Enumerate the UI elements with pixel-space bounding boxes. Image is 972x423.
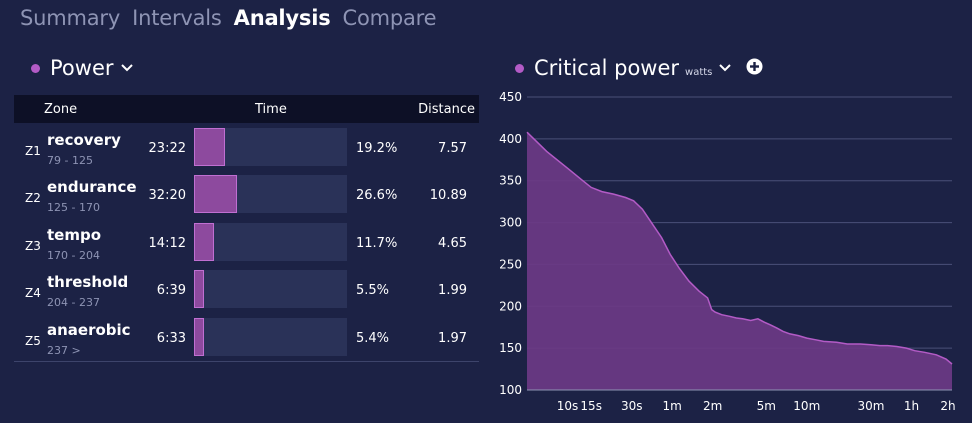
power-dropdown[interactable]: Power [31, 56, 134, 80]
zone-name: endurance [47, 178, 137, 197]
zone-bar-fill [194, 270, 204, 309]
zone-id: Z1 [25, 144, 41, 158]
table-divider [14, 361, 479, 362]
y-tick-label: 450 [499, 90, 522, 104]
zone-distance: 7.57 [438, 141, 467, 156]
critical-power-dropdown[interactable]: Critical power watts [515, 56, 732, 80]
zone-row: Z4 threshold 204 - 237 6:39 5.5% 1.99 [14, 265, 479, 312]
chevron-down-icon [719, 64, 732, 72]
zone-bar-fill [194, 222, 214, 261]
zone-range: 79 - 125 [47, 154, 93, 167]
distance-column-header: Distance [418, 101, 475, 117]
zone-bar-track [194, 270, 347, 309]
zone-name: tempo [47, 225, 102, 244]
chevron-down-icon [120, 64, 133, 72]
x-tick-label: 30s [621, 399, 643, 413]
y-tick-label: 350 [499, 174, 522, 188]
zone-row: Z5 anaerobic 237 > 6:33 5.4% 1.97 [14, 313, 479, 360]
x-tick-label: 30m [858, 399, 885, 413]
x-tick-label: 5m [757, 399, 776, 413]
zone-row: Z1 recovery 79 - 125 23:22 19.2% 7.57 [14, 123, 479, 170]
critical-power-area [527, 132, 952, 390]
x-tick-label: 1h [904, 399, 919, 413]
zone-bar-track [194, 128, 347, 166]
zone-id: Z4 [25, 286, 41, 301]
zone-name: recovery [47, 131, 121, 149]
zone-id: Z5 [25, 333, 41, 348]
y-tick-label: 250 [499, 257, 522, 271]
zone-bar-track [194, 317, 347, 356]
view-tabs: Summary Intervals Analysis Compare [20, 6, 448, 30]
y-tick-label: 300 [499, 216, 522, 230]
zone-range: 170 - 204 [47, 248, 100, 262]
zone-range: 204 - 237 [47, 296, 100, 310]
zone-column-header: Zone [44, 101, 78, 117]
zone-time: 6:39 [156, 283, 186, 299]
zone-name: anaerobic [47, 320, 131, 339]
x-tick-label: 2m [703, 399, 722, 413]
y-tick-label: 400 [499, 132, 522, 146]
zone-percent: 19.2% [356, 141, 398, 156]
y-tick-label: 200 [499, 299, 522, 313]
x-tick-label: 10s [557, 399, 579, 413]
tab-analysis[interactable]: Analysis [233, 6, 331, 30]
y-tick-label: 150 [499, 341, 522, 355]
zone-percent: 5.5% [356, 283, 390, 299]
y-tick-label: 100 [499, 383, 522, 397]
zone-percent: 11.7% [356, 235, 398, 251]
tab-compare[interactable]: Compare [342, 6, 437, 30]
zone-percent: 5.4% [356, 330, 390, 346]
zone-name: threshold [47, 273, 129, 292]
zone-distance: 10.89 [429, 188, 467, 204]
x-tick-label: 2h [940, 399, 955, 413]
power-zone-table: Zone Time Distance Z1 recovery 79 - 125 23:… [14, 95, 479, 362]
time-column-header: Time [255, 101, 287, 117]
zone-distance: 1.97 [438, 330, 467, 346]
zone-distance: 1.99 [438, 283, 467, 299]
zone-time: 6:33 [156, 330, 186, 346]
table-header: Zone Time Distance [14, 95, 479, 123]
zone-time: 23:22 [148, 141, 186, 156]
plus-circle-icon[interactable] [746, 58, 763, 75]
zone-bar-fill [194, 175, 237, 214]
status-dot-icon [31, 63, 40, 73]
zone-bar-track [194, 222, 347, 261]
zone-percent: 26.6% [356, 188, 398, 204]
zone-row: Z2 endurance 125 - 170 32:20 26.6% 10.89 [14, 170, 479, 217]
x-tick-label: 10m [793, 399, 820, 413]
zone-id: Z2 [25, 191, 41, 206]
x-tick-label: 1m [663, 399, 682, 413]
status-dot-icon [515, 63, 524, 73]
zone-range: 125 - 170 [47, 201, 100, 215]
zone-time: 14:12 [148, 235, 186, 251]
zone-bar-fill [194, 317, 204, 356]
zone-bar-track [194, 175, 347, 214]
zone-id: Z3 [25, 238, 41, 253]
zone-row: Z3 tempo 170 - 204 14:12 11.7% 4.65 [14, 218, 479, 265]
zone-distance: 4.65 [438, 235, 467, 251]
zone-rows: Z1 recovery 79 - 125 23:22 19.2% 7.57 Z2 endura… [14, 123, 479, 360]
critical-power-line [526, 131, 953, 365]
tab-intervals[interactable]: Intervals [132, 6, 222, 30]
critical-power-title: Critical power [534, 56, 680, 80]
zone-range: 237 > [47, 343, 81, 357]
zone-time: 32:20 [148, 188, 186, 204]
tab-summary[interactable]: Summary [20, 6, 121, 30]
x-tick-label: 15s [580, 399, 602, 413]
units-label: watts [685, 66, 713, 78]
zone-bar-fill [194, 128, 225, 166]
power-title: Power [50, 56, 114, 80]
